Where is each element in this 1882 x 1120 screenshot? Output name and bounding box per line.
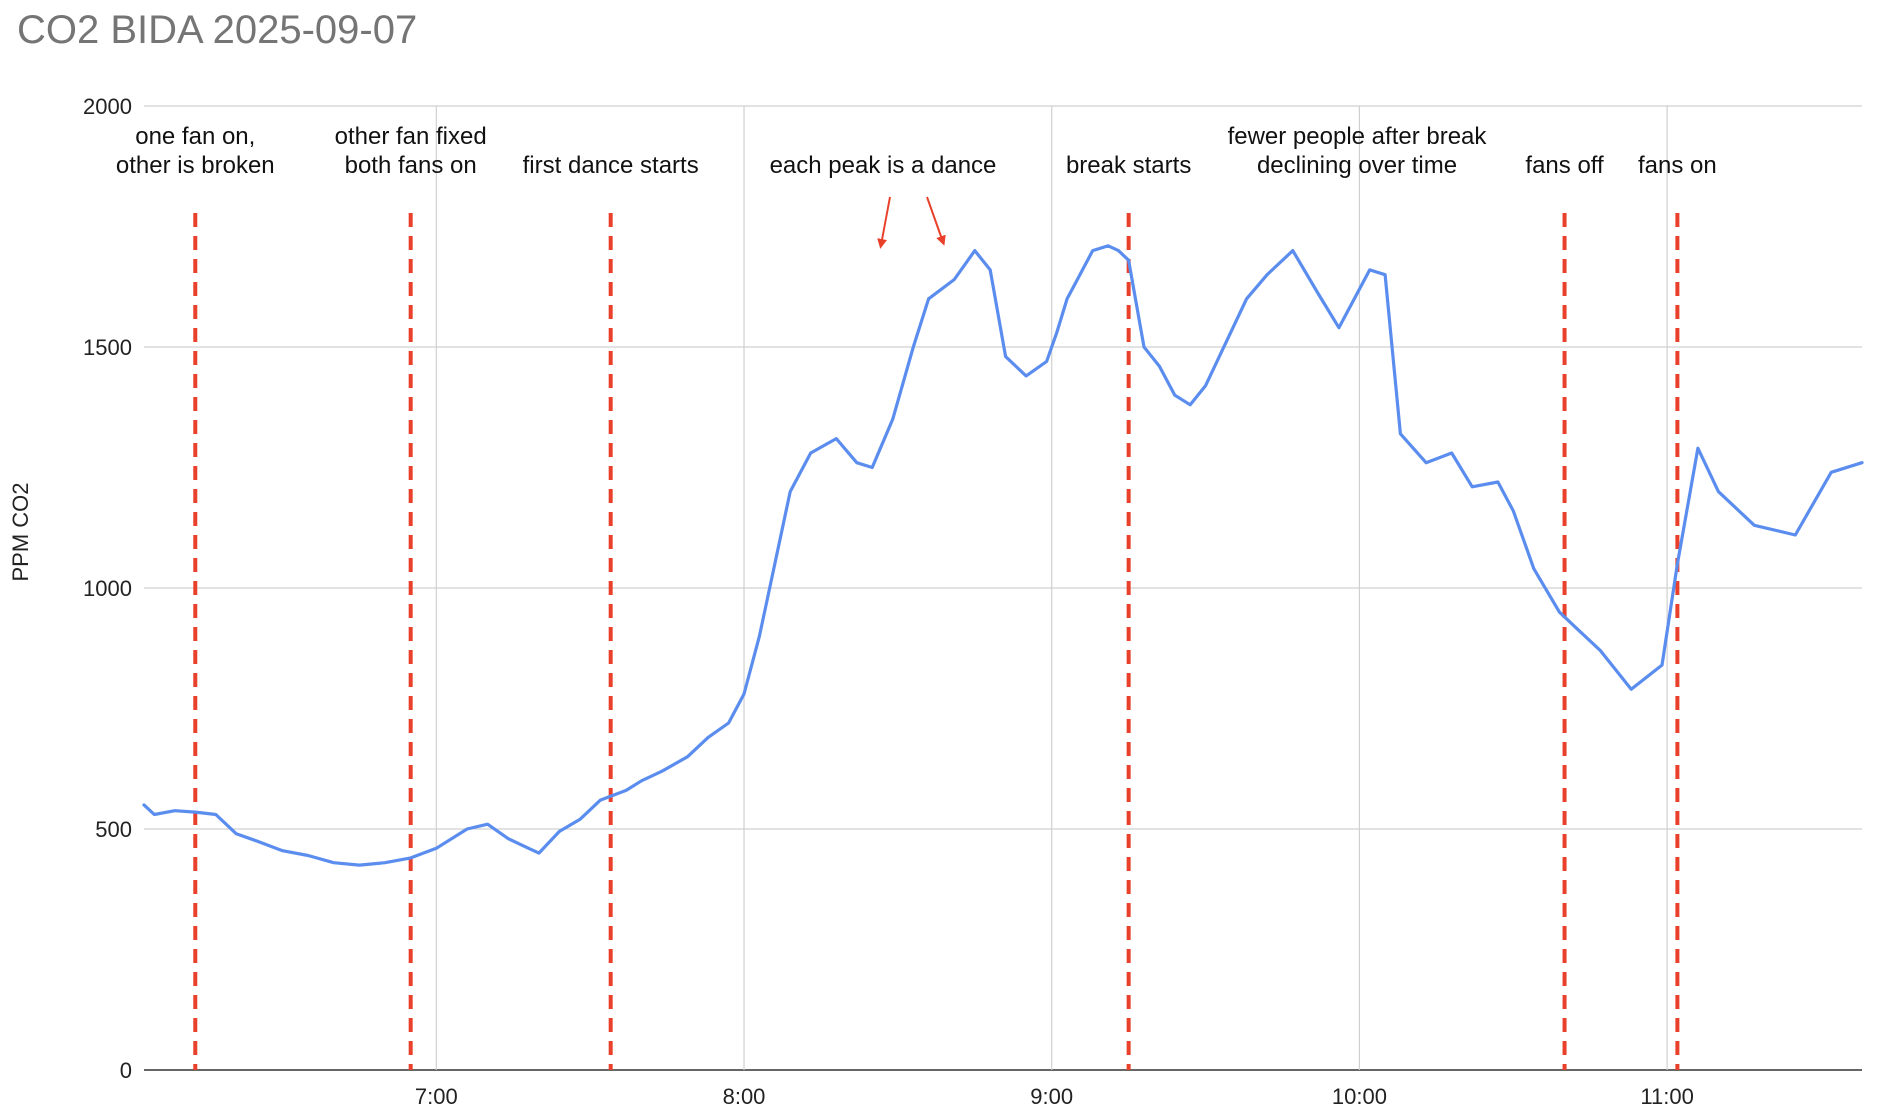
x-tick-label: 7:00: [415, 1084, 458, 1109]
event-annotation: other fan fixed both fans on: [335, 123, 487, 179]
peak-annotation-line: each peak is a dance: [770, 152, 997, 179]
event-annotation: fans on: [1638, 152, 1717, 179]
axis-ticks: 0 500 1000 1500 2000 7:00 8:00 9:00 10:00 11:00: [83, 94, 1694, 1109]
event-annotation-line: other fan fixed: [335, 123, 487, 150]
event-annotation: one fan on, other is broken: [116, 123, 275, 179]
gridlines: [144, 105, 1862, 1071]
event-annotation-line: one fan on,: [135, 123, 255, 150]
event-annotation-line: fans on: [1638, 152, 1717, 179]
peak-annotation: each peak is a dance: [770, 152, 997, 179]
peak-arrow: [877, 196, 891, 249]
after-break-annotation-line: fewer people after break: [1228, 123, 1488, 150]
after-break-annotation-line: declining over time: [1257, 152, 1457, 179]
chart-title: CO2 BIDA 2025-09-07: [17, 8, 418, 52]
co2-series: [142, 244, 1864, 867]
y-tick-label: 500: [95, 817, 132, 842]
event-annotation-line: break starts: [1066, 152, 1191, 179]
peak-arrow: [926, 196, 946, 246]
event-annotation: break starts: [1066, 152, 1191, 179]
event-annotation-line: both fans on: [345, 152, 477, 179]
event-annotation-line: other is broken: [116, 152, 275, 179]
annotation-labels: one fan on, other is broken other fan fixe…: [116, 123, 1717, 249]
after-break-annotation: fewer people after break declining over t…: [1228, 123, 1488, 179]
event-annotation: first dance starts: [523, 152, 699, 179]
event-annotation-line: first dance starts: [523, 152, 699, 179]
x-tick-label: 8:00: [723, 1084, 766, 1109]
y-tick-label: 0: [120, 1058, 132, 1083]
x-tick-label: 9:00: [1030, 1084, 1073, 1109]
event-annotation: fans off: [1525, 152, 1604, 179]
event-annotation-line: fans off: [1525, 152, 1604, 179]
y-tick-label: 1500: [83, 335, 132, 360]
y-axis-label: PPM CO2: [8, 482, 33, 581]
co2-line: [142, 244, 1864, 867]
x-tick-label: 11:00: [1640, 1084, 1693, 1109]
y-tick-label: 1000: [83, 576, 132, 601]
event-markers: [193, 213, 1680, 1070]
y-tick-label: 2000: [83, 94, 132, 119]
x-tick-label: 10:00: [1332, 1084, 1387, 1109]
